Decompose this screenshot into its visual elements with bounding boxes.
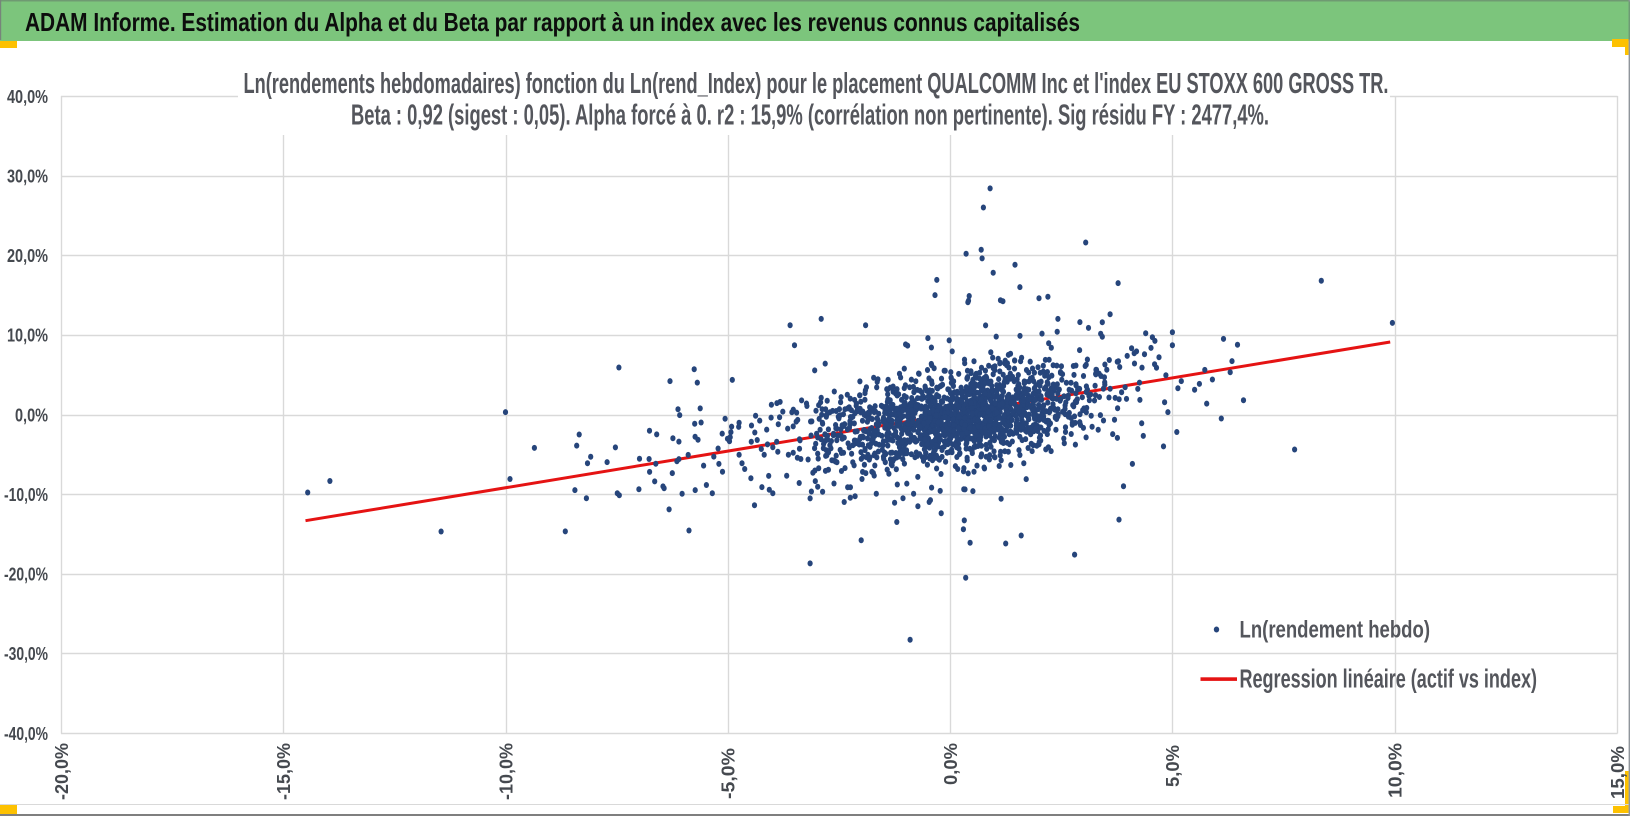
svg-text:-15,0%: -15,0% xyxy=(273,743,294,800)
svg-text:40,0%: 40,0% xyxy=(7,86,48,107)
svg-text:15,0%: 15,0% xyxy=(1607,746,1628,799)
svg-text:-40,0%: -40,0% xyxy=(4,723,48,744)
svg-text:-10,0%: -10,0% xyxy=(4,484,48,505)
svg-text:Ln(rendements hebdomadaires) f: Ln(rendements hebdomadaires) fonction du… xyxy=(244,68,1389,100)
svg-text:20,0%: 20,0% xyxy=(7,245,48,266)
svg-text:Regression linéaire (actif vs: Regression linéaire (actif vs index) xyxy=(1240,666,1538,694)
svg-text:30,0%: 30,0% xyxy=(7,165,48,186)
svg-text:-30,0%: -30,0% xyxy=(4,643,48,664)
svg-text:10,0%: 10,0% xyxy=(7,325,48,346)
svg-text:Beta : 0,92 (sigest : 0,05). A: Beta : 0,92 (sigest : 0,05). Alpha forcé… xyxy=(351,99,1269,131)
svg-text:-5,0%: -5,0% xyxy=(718,748,739,799)
svg-text:-20,0%: -20,0% xyxy=(51,743,72,800)
svg-text:5,0%: 5,0% xyxy=(1162,745,1183,787)
svg-text:0,0%: 0,0% xyxy=(940,743,961,785)
svg-text:0,0%: 0,0% xyxy=(15,404,48,425)
svg-text:10,0%: 10,0% xyxy=(1385,743,1406,798)
svg-text:-10,0%: -10,0% xyxy=(495,743,516,800)
svg-text:Ln(rendement hebdo): Ln(rendement hebdo) xyxy=(1240,617,1431,644)
svg-text:-20,0%: -20,0% xyxy=(4,564,48,585)
svg-text:ADAM Informe. Estimation du Al: ADAM Informe. Estimation du Alpha et du … xyxy=(25,7,1080,37)
